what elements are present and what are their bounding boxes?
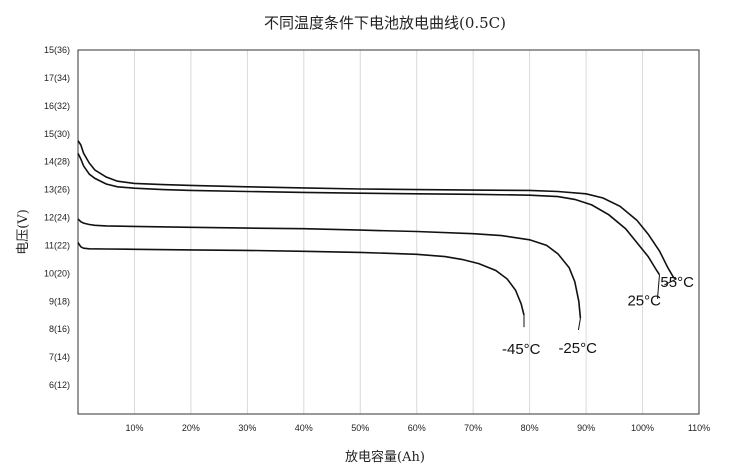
y-tick-label: 11(22)	[45, 240, 70, 250]
x-tick-label: 20%	[182, 423, 200, 433]
series-line	[77, 218, 582, 319]
plot-frame	[77, 49, 700, 415]
x-tick-label: 60%	[408, 423, 426, 433]
x-tick-label: 40%	[295, 423, 313, 433]
y-tick-label: 16(32)	[44, 101, 70, 111]
y-tick-label: 14(28)	[44, 157, 70, 167]
y-tick-label: 17(34)	[44, 73, 70, 83]
y-tick-label: 6(12)	[49, 380, 70, 390]
x-tick-label: 10%	[125, 423, 143, 433]
y-tick-label: 9(18)	[49, 296, 70, 306]
chart-title: 不同温度条件下电池放电曲线(0.5C)	[264, 14, 506, 32]
y-axis-tick-labels: 6(12) 7(14) 8(16) 9(18) 10(20) 11(22) 12(24) 13…	[44, 45, 70, 390]
series-label: 25°C	[627, 293, 661, 310]
x-tick-label: 110%	[688, 423, 710, 433]
y-tick-label: 12(24)	[44, 213, 70, 223]
series-label-leader	[664, 278, 677, 286]
series-label: 55°C	[660, 274, 694, 291]
y-tick-label: 8(16)	[49, 324, 70, 334]
x-axis-title: 放电容量(Ah)	[345, 449, 425, 465]
series-line	[77, 242, 525, 316]
series-line	[77, 140, 677, 280]
x-tick-label: 80%	[521, 423, 539, 433]
series-line	[77, 152, 661, 276]
y-axis-title: 电压(V)	[16, 209, 31, 255]
series-label-leader	[577, 317, 581, 331]
x-tick-label: 50%	[351, 423, 369, 433]
x-axis-tick-labels: 10% 20% 30% 40% 50% 60% 70% 80% 90% 100% 110%	[125, 423, 710, 433]
vertical-gridlines	[133, 50, 644, 414]
y-tick-label: 13(26)	[44, 185, 70, 195]
discharge-series	[77, 140, 677, 331]
y-tick-label: 15(30)	[44, 129, 70, 139]
series-label: -25°C	[558, 340, 597, 357]
y-tick-label: 10(20)	[44, 268, 70, 278]
y-tick-label: 15(36)	[44, 45, 70, 55]
y-tick-label: 7(14)	[49, 352, 70, 362]
x-tick-label: 70%	[464, 423, 482, 433]
x-tick-label: 90%	[577, 423, 595, 433]
x-tick-label: 100%	[631, 423, 654, 433]
series-label-leader	[656, 274, 660, 299]
series-labels: 55°C 25°C -25°C -45°C	[502, 274, 694, 358]
series-label: -45°C	[502, 341, 541, 358]
x-tick-label: 30%	[238, 423, 256, 433]
